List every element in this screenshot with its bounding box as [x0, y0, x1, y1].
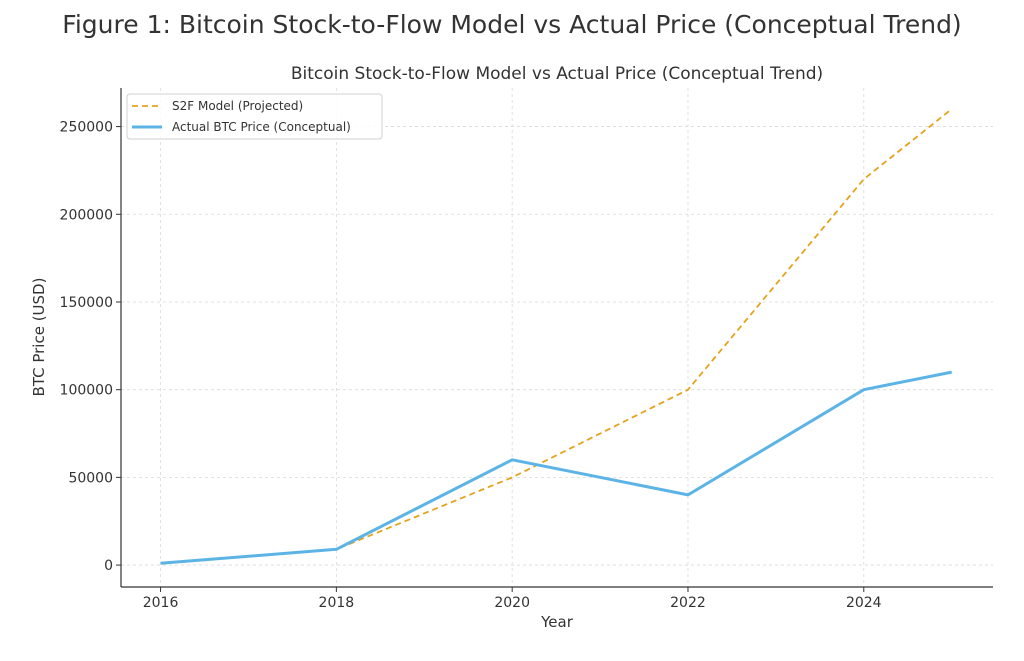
figure-title: Figure 1: Bitcoin Stock-to-Flow Model vs…	[62, 10, 962, 39]
series-lines	[160, 108, 953, 565]
grid-lines	[121, 88, 993, 587]
x-tick-label: 2018	[319, 595, 355, 611]
tick-labels: 2016 2018 2020 2022 2024 0 50000 100000 150000 20…	[60, 120, 882, 611]
y-tick-label: 250000	[60, 120, 113, 136]
y-axis-label: BTC Price (USD)	[30, 278, 48, 397]
x-tick-label: 2020	[494, 595, 530, 611]
y-tick-label: 0	[104, 558, 113, 574]
legend-box	[126, 93, 383, 140]
legend: S2F Model (Projected) Actual BTC Price (C…	[126, 93, 383, 140]
legend-label-0: S2F Model (Projected)	[172, 99, 303, 113]
y-tick-label: 200000	[60, 207, 113, 223]
chart-title: Bitcoin Stock-to-Flow Model vs Actual Pr…	[291, 64, 823, 84]
y-tick-label: 100000	[60, 383, 113, 399]
x-tick-label: 2022	[670, 595, 706, 611]
x-tick-label: 2016	[143, 595, 179, 611]
x-axis-label: Year	[540, 613, 574, 631]
legend-label-1: Actual BTC Price (Conceptual)	[172, 120, 351, 134]
x-tick-label: 2024	[846, 595, 882, 611]
series-line-0	[160, 108, 953, 565]
series-line-1	[160, 370, 952, 565]
y-tick-label: 50000	[68, 470, 113, 486]
axes	[116, 88, 993, 592]
y-tick-label: 150000	[60, 295, 113, 311]
